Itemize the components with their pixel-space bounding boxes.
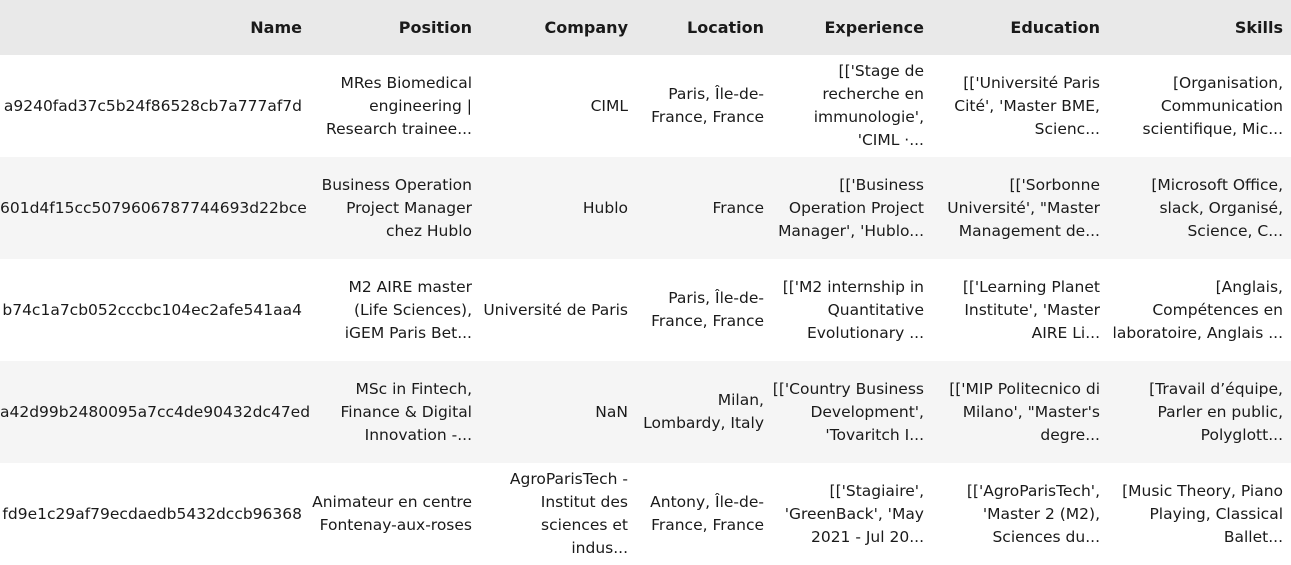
cell-location: Paris, Île-de-France, France	[651, 289, 764, 330]
cell-education: [['Sorbonne Université', "Master Managem…	[947, 175, 1100, 240]
cell-experience: [['Stage de recherche en immunologie', '…	[813, 62, 924, 149]
column-header-experience: Experience	[824, 18, 924, 37]
cell-name: 601d4f15cc5079606787744693d22bce	[0, 198, 307, 217]
table-row: a9240fad37c5b24f86528cb7a777af7d MRes Bi…	[0, 55, 1291, 157]
cell-company: NaN	[595, 402, 628, 421]
table-row: b74c1a7cb052cccbc104ec2afe541aa4 M2 AIRE…	[0, 259, 1291, 361]
cell-education: [['AgroParisTech', 'Master 2 (M2), Scien…	[966, 481, 1100, 546]
cell-skills: [Organisation, Communication scientifiqu…	[1142, 73, 1283, 138]
table-row: fd9e1c29af79ecdaedb5432dccb96368 Animate…	[0, 463, 1291, 565]
cell-position: MRes Biomedical engineering | Research t…	[326, 73, 472, 138]
column-header-company: Company	[544, 18, 628, 37]
cell-location: Antony, Île-de-France, France	[650, 493, 764, 534]
column-header-location: Location	[687, 18, 764, 37]
cell-education: [['Université Paris Cité', 'Master BME, …	[954, 73, 1100, 138]
cell-experience: [['M2 internship in Quantitative Evoluti…	[782, 277, 924, 342]
cell-name: a9240fad37c5b24f86528cb7a777af7d	[3, 96, 302, 115]
cell-position: Business Operation Project Manager chez …	[321, 175, 472, 240]
table-row: a42d99b2480095a7cc4de90432dc47ed MSc in …	[0, 361, 1291, 463]
cell-experience: [['Business Operation Project Manager', …	[778, 175, 924, 240]
cell-education: [['Learning Planet Institute', 'Master A…	[962, 277, 1100, 342]
table-row: 601d4f15cc5079606787744693d22bce Busines…	[0, 157, 1291, 259]
column-header-education: Education	[1010, 18, 1100, 37]
cell-location: Paris, Île-de-France, France	[651, 85, 764, 126]
cell-company: AgroParisTech - Institut des sciences et…	[509, 470, 628, 557]
cell-position: Animateur en centre Fontenay-aux-roses	[312, 493, 472, 534]
cell-location: Milan, Lombardy, Italy	[643, 391, 764, 432]
column-header-position: Position	[398, 18, 472, 37]
cell-skills: [Travail d’équipe, Parler en public, Pol…	[1149, 379, 1283, 444]
cell-name: a42d99b2480095a7cc4de90432dc47ed	[0, 402, 310, 421]
cell-company: Hublo	[582, 198, 628, 217]
cell-location: France	[712, 198, 764, 217]
cell-name: fd9e1c29af79ecdaedb5432dccb96368	[2, 504, 302, 523]
cell-position: MSc in Fintech, Finance & Digital Innova…	[340, 379, 472, 444]
cell-company: CIML	[590, 96, 628, 115]
cell-name: b74c1a7cb052cccbc104ec2afe541aa4	[2, 300, 302, 319]
cell-education: [['MIP Politecnico di Milano', "Master's…	[949, 379, 1100, 444]
cell-position: M2 AIRE master (Life Sciences), iGEM Par…	[344, 277, 472, 342]
cell-skills: [Anglais, Compétences en laboratoire, An…	[1112, 277, 1283, 342]
cell-experience: [['Stagiaire', 'GreenBack', 'May 2021 - …	[784, 481, 924, 546]
cell-skills: [Music Theory, Piano Playing, Classical …	[1122, 481, 1283, 546]
cell-company: Université de Paris	[483, 300, 628, 319]
cell-experience: [['Country Business Development', 'Tovar…	[772, 379, 924, 444]
cell-skills: [Microsoft Office, slack, Organisé, Scie…	[1151, 175, 1283, 240]
column-header-name: Name	[250, 18, 302, 37]
column-header-skills: Skills	[1234, 18, 1283, 37]
header-row: Name Position Company Location Experienc…	[0, 0, 1291, 55]
